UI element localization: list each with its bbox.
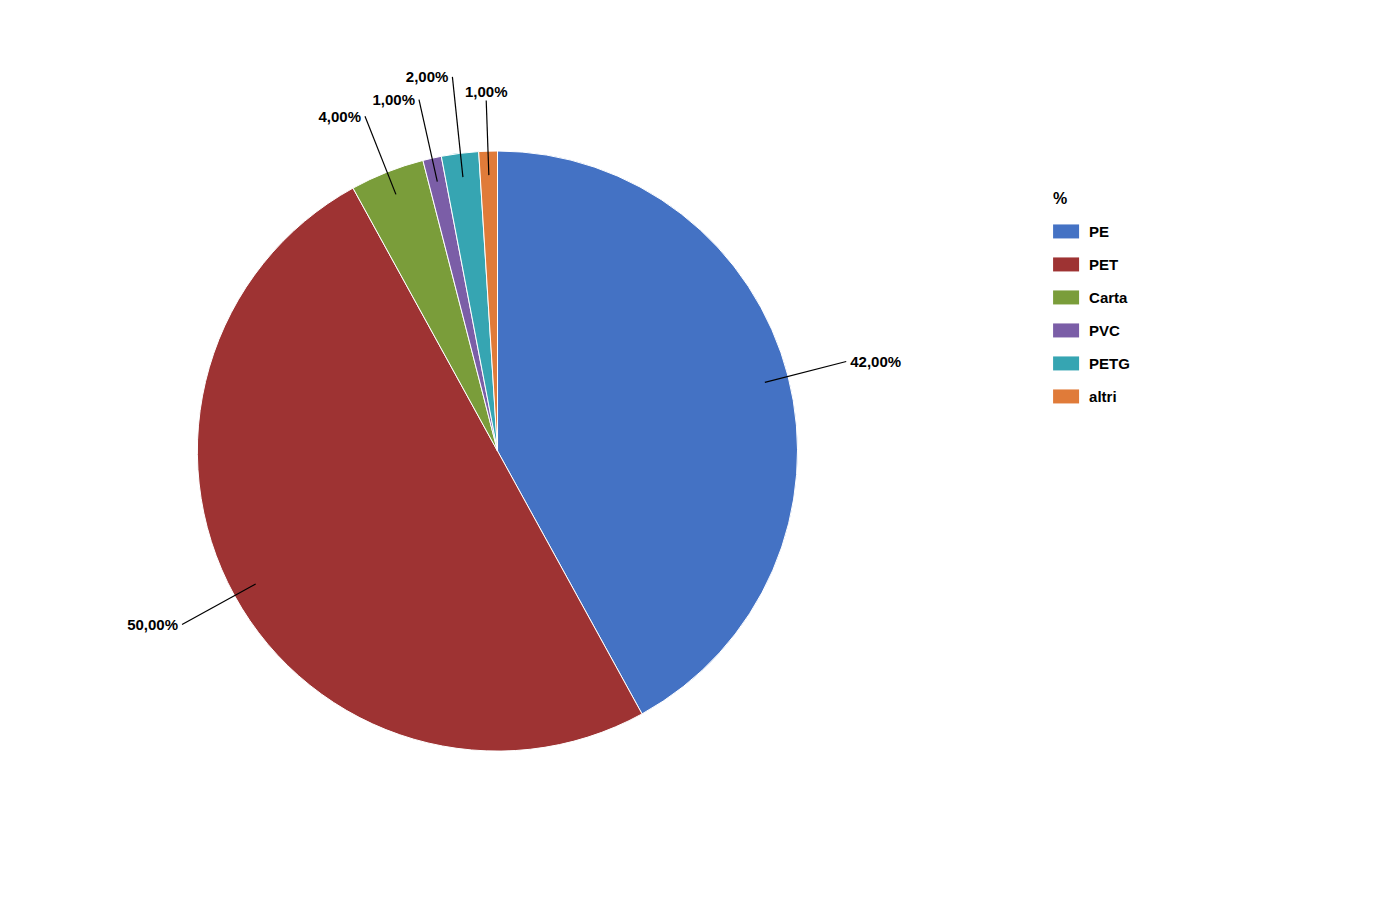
leader-line	[365, 116, 396, 194]
leader-line	[486, 101, 489, 176]
legend-swatch	[1053, 290, 1079, 304]
legend-swatch	[1053, 389, 1079, 403]
legend-label: PVC	[1089, 322, 1120, 339]
pie-group: 42,00% 50,00% 4,00% 1,00% 2,00% 1,00%	[127, 68, 901, 751]
legend-label: altri	[1089, 388, 1117, 405]
data-label: 1,00%	[372, 91, 415, 108]
legend-swatch	[1053, 356, 1079, 370]
leader-line	[452, 77, 463, 177]
legend-swatch	[1053, 224, 1079, 238]
leader-line	[182, 584, 256, 624]
legend-entry: PETG	[1053, 355, 1130, 372]
chart-canvas: 42,00% 50,00% 4,00% 1,00% 2,00% 1,00%% PE PET Ca…	[0, 0, 1382, 902]
legend-entry: altri	[1053, 388, 1117, 405]
legend-swatch	[1053, 323, 1079, 337]
legend-title: %	[1053, 190, 1067, 207]
data-label: 4,00%	[318, 108, 361, 125]
pie-slice	[479, 151, 498, 451]
legend-label: Carta	[1089, 289, 1128, 306]
legend-swatch	[1053, 257, 1079, 271]
legend-label: PE	[1089, 223, 1109, 240]
legend-entry: PVC	[1053, 322, 1120, 339]
leader-line	[765, 361, 846, 382]
leader-line	[419, 100, 437, 182]
data-label: 42,00%	[850, 353, 901, 370]
data-labels: 42,00% 50,00% 4,00% 1,00% 2,00% 1,00%	[127, 68, 901, 633]
legend-label: PETG	[1089, 355, 1130, 372]
legend-entry: Carta	[1053, 289, 1128, 306]
legend-entry: PE	[1053, 223, 1109, 240]
legend-entry: PET	[1053, 256, 1118, 273]
leader-lines	[182, 77, 846, 625]
data-label: 50,00%	[127, 616, 178, 633]
pie-slice	[441, 152, 497, 451]
data-label: 1,00%	[465, 83, 508, 100]
slices	[197, 151, 797, 751]
data-label: 2,00%	[406, 68, 449, 85]
legend: % PE PET Carta PVC PETG altri	[1053, 190, 1130, 405]
legend-label: PET	[1089, 256, 1118, 273]
